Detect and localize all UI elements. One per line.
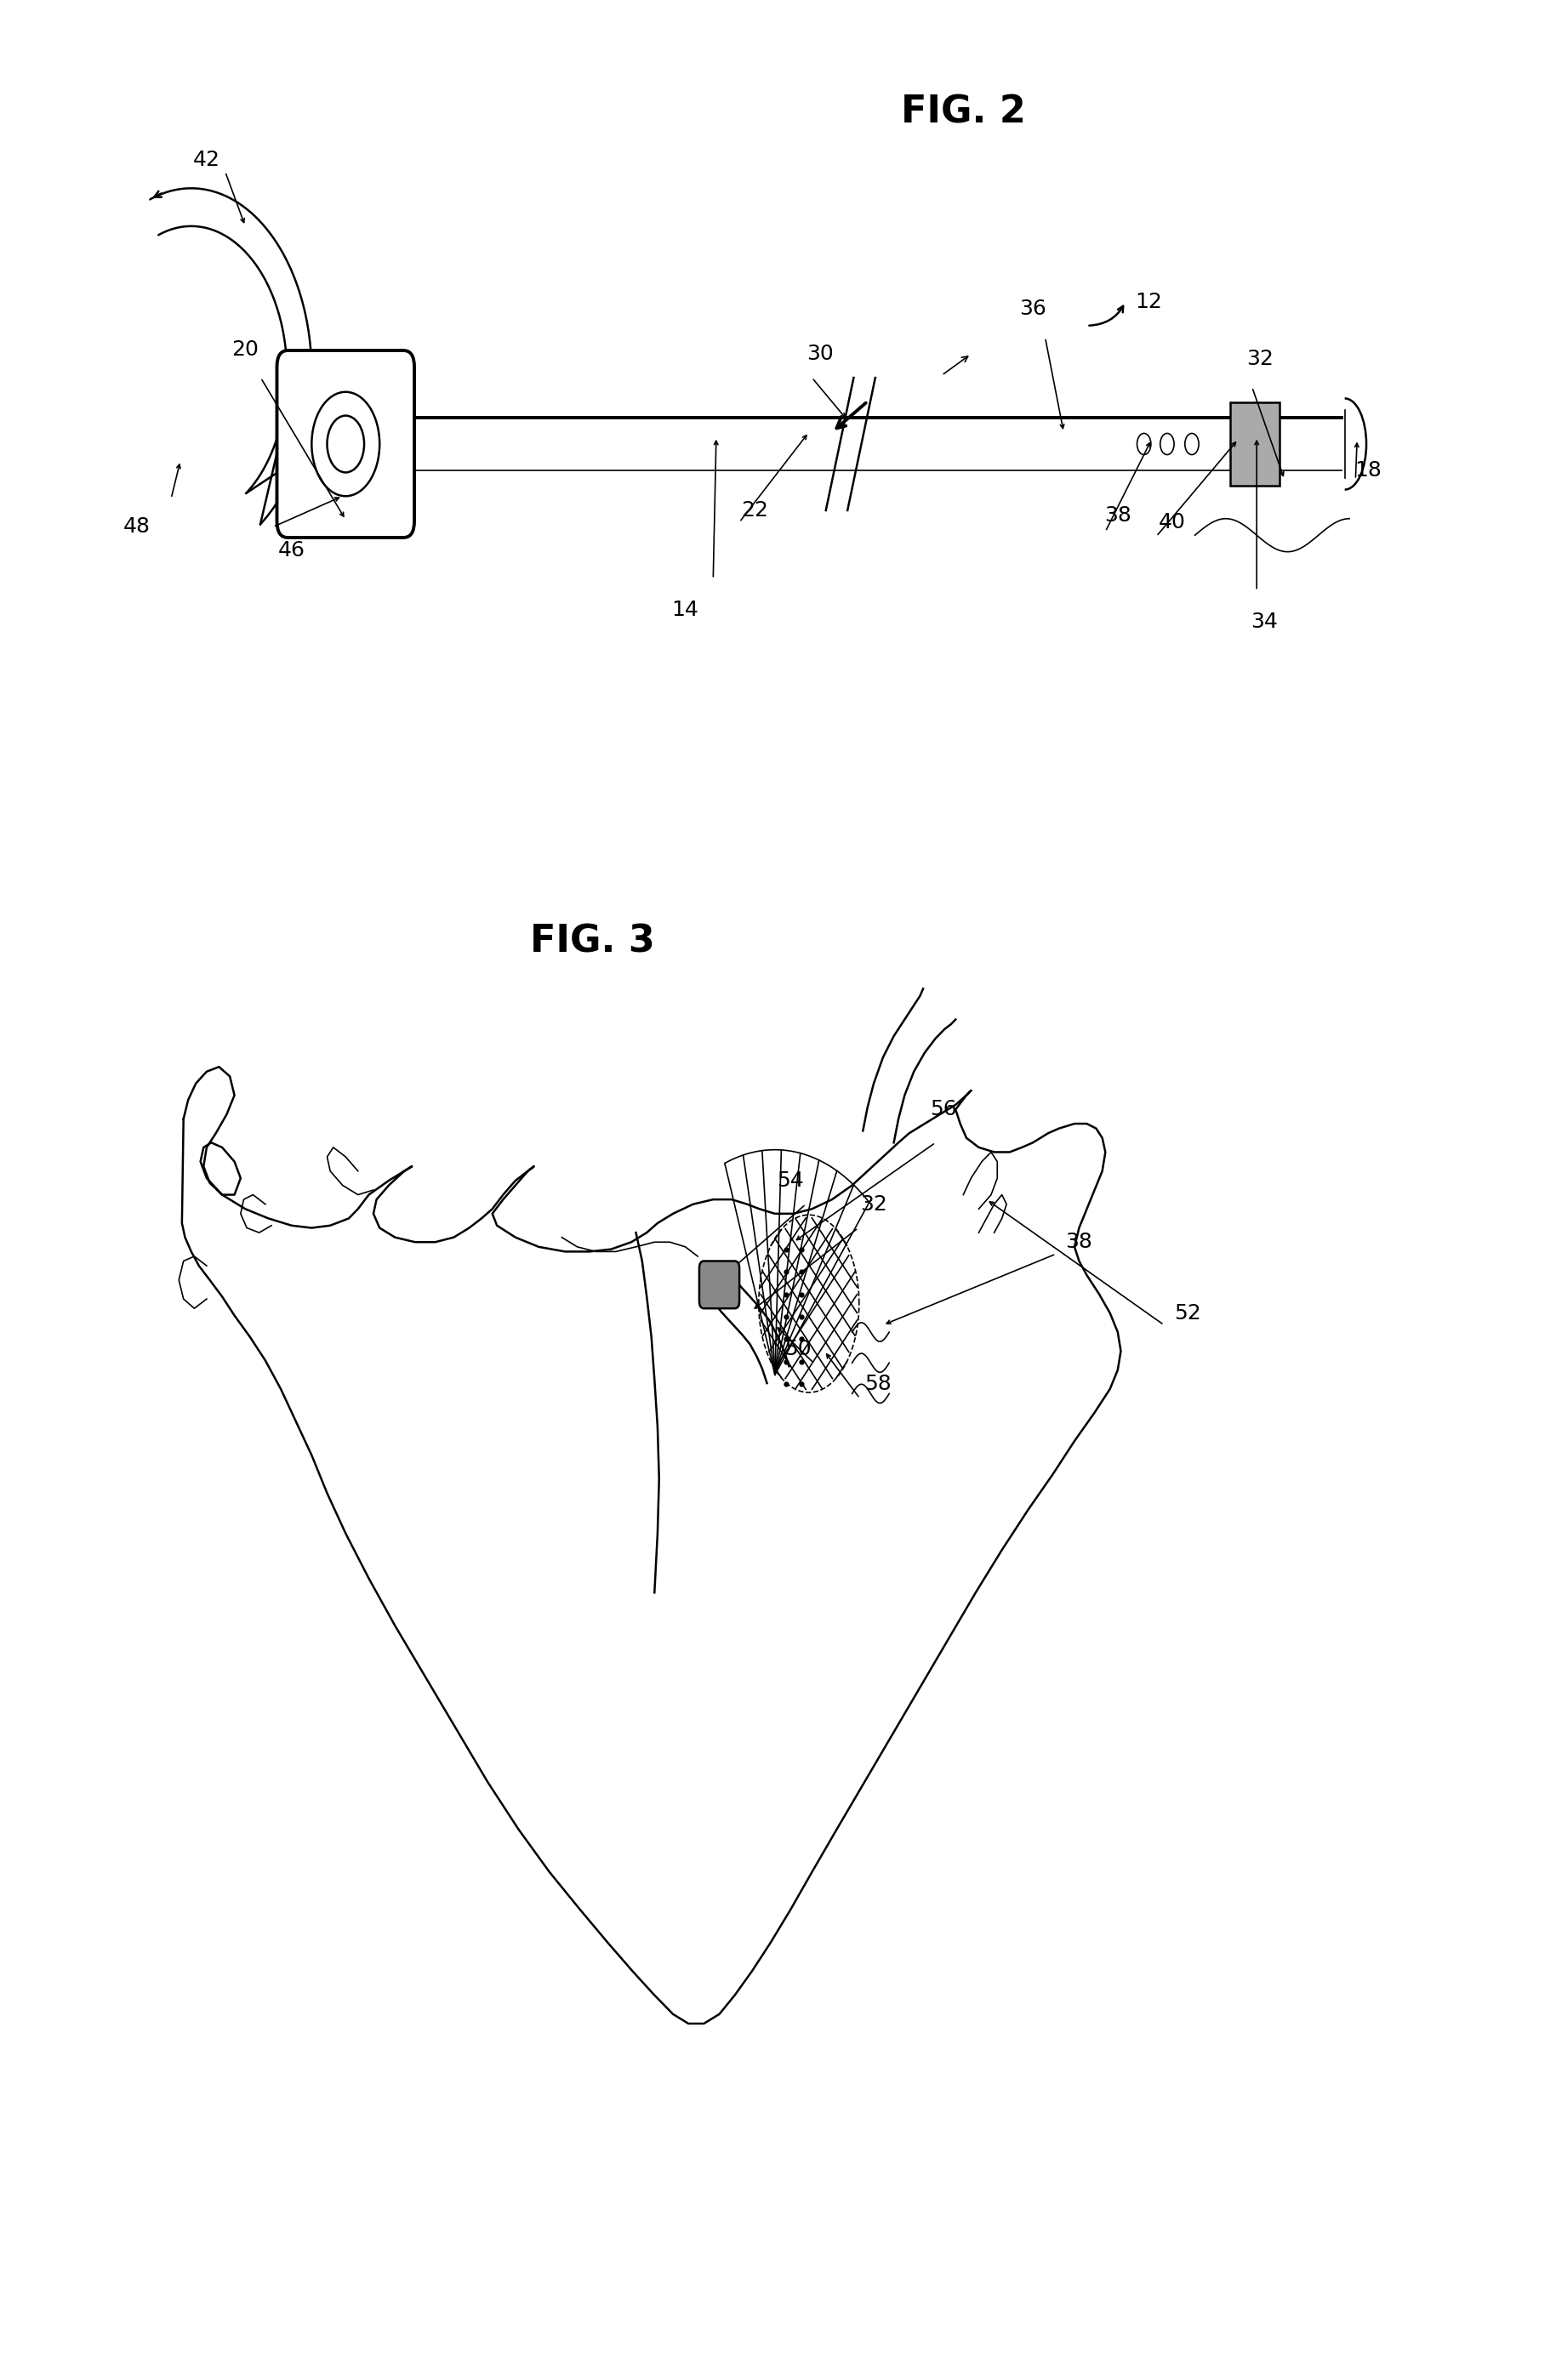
Text: 52: 52 — [1173, 1302, 1201, 1323]
Text: 56: 56 — [930, 1100, 957, 1119]
Text: 34: 34 — [1251, 612, 1277, 631]
Text: 20: 20 — [232, 338, 258, 359]
Text: 46: 46 — [279, 540, 305, 562]
Bar — [1231, 402, 1281, 486]
Text: 12: 12 — [1134, 293, 1162, 312]
Text: 54: 54 — [776, 1171, 804, 1190]
FancyBboxPatch shape — [277, 350, 414, 538]
Text: FIG. 2: FIG. 2 — [901, 95, 1025, 131]
Text: 38: 38 — [1066, 1233, 1092, 1252]
Text: 58: 58 — [865, 1373, 892, 1395]
Text: 30: 30 — [806, 343, 832, 364]
Text: 22: 22 — [741, 500, 769, 521]
Text: 48: 48 — [123, 516, 151, 538]
Text: FIG. 3: FIG. 3 — [531, 923, 655, 959]
Text: 18: 18 — [1354, 459, 1382, 481]
Text: 36: 36 — [1019, 300, 1046, 319]
Text: 32: 32 — [860, 1195, 887, 1214]
Text: 14: 14 — [672, 600, 699, 621]
Text: 32: 32 — [1246, 347, 1273, 369]
Text: 50: 50 — [784, 1338, 812, 1359]
FancyBboxPatch shape — [699, 1261, 739, 1309]
Text: 38: 38 — [1105, 505, 1131, 526]
Text: 42: 42 — [193, 150, 221, 169]
Text: 40: 40 — [1158, 512, 1186, 533]
